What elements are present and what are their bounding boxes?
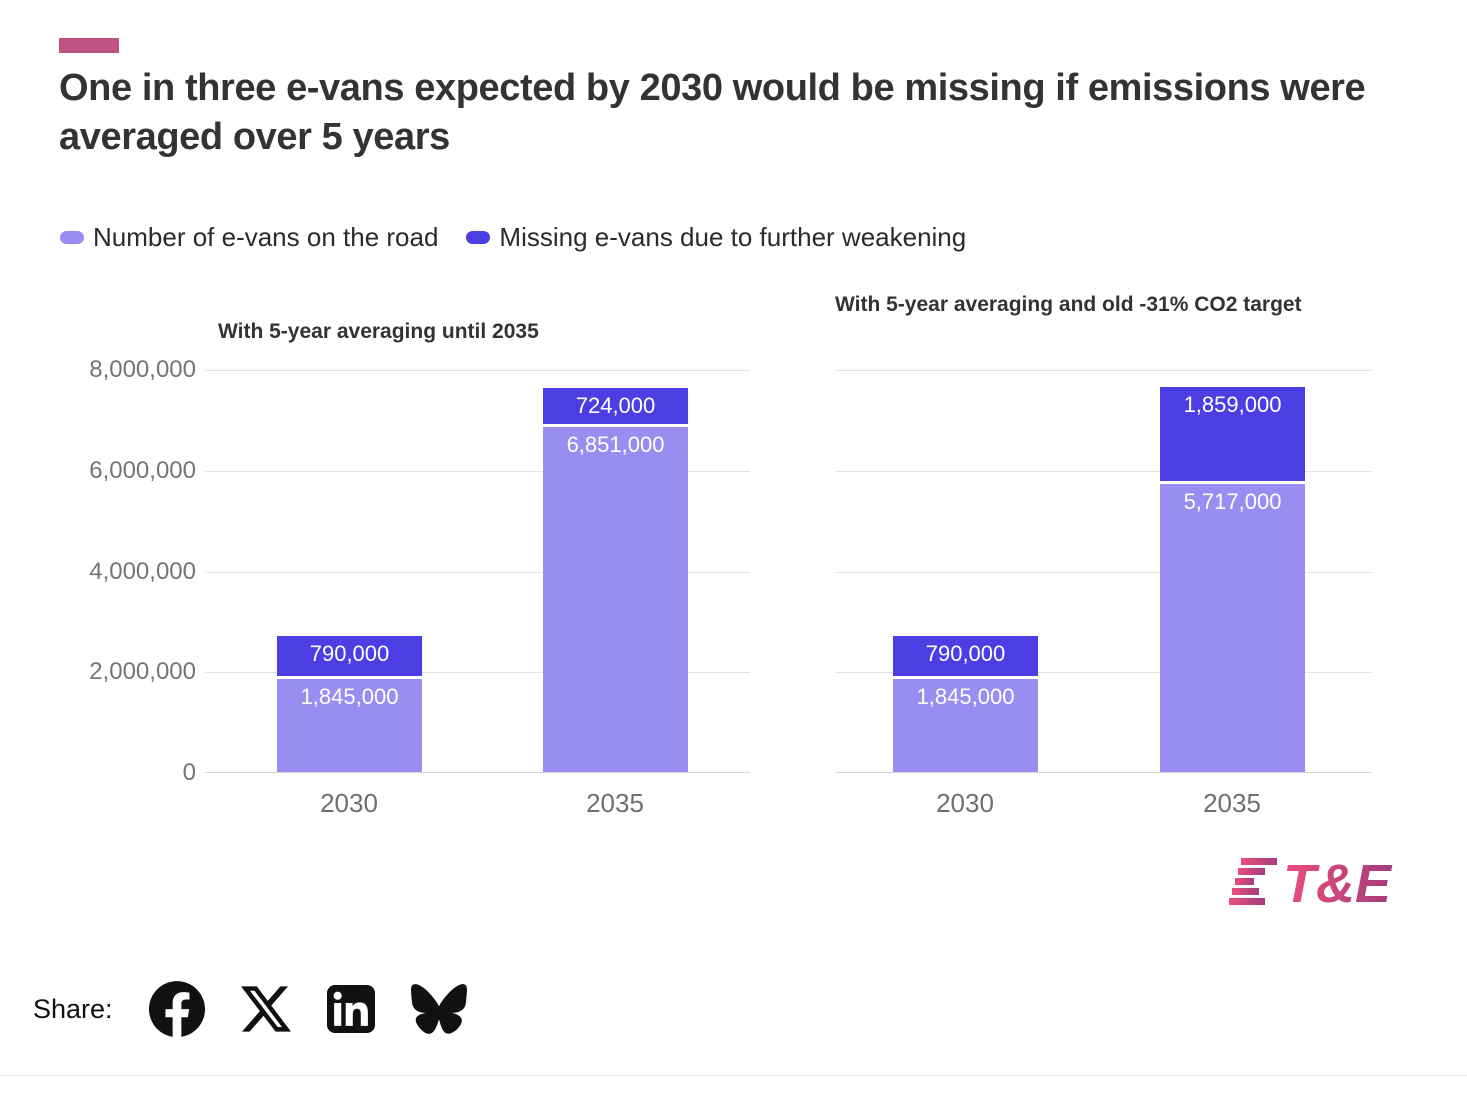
legend: Number of e-vans on the road Missing e-v… [60,222,966,253]
bluesky-icon[interactable] [410,981,467,1037]
bar-segment-evans: 5,717,000 [1160,484,1305,772]
accent-bar [59,38,119,53]
page-title: One in three e-vans expected by 2030 wou… [59,67,1366,159]
baseline [205,772,750,773]
baseline [835,772,1372,773]
gridline [835,672,1372,674]
gridline [835,370,1372,371]
bar-segment-missing: 790,000 [277,636,422,676]
legend-item-evans: Number of e-vans on the road [60,222,438,253]
bar-value-label: 1,845,000 [300,684,399,709]
bar-segment-missing: 1,859,000 [1160,387,1305,481]
bar-right-2035: 1,859,000 5,717,000 [1160,387,1305,772]
facebook-icon[interactable] [148,981,205,1037]
y-tick-8m: 8,000,000 [89,356,196,383]
gridline [835,470,1372,472]
te-logo-graphic: T&E [1229,854,1393,914]
gridline [835,571,1372,573]
x-label-right-2030: 2030 [936,788,994,818]
legend-swatch-missing [466,231,491,244]
y-tick-6m: 6,000,000 [89,456,196,484]
x-label-left-2035: 2035 [586,788,644,818]
bar-value-label: 1,845,000 [916,684,1015,709]
gridline [205,370,750,371]
gridline [205,470,750,472]
bar-value-label: 724,000 [575,393,656,418]
plot-left: 790,000 1,845,000 724,000 6,851,000 [205,370,750,773]
legend-label-missing: Missing e-vans due to further weakening [499,222,967,252]
y-tick-4m: 4,000,000 [89,557,196,585]
panel-title-left: With 5-year averaging until 2035 [218,320,539,343]
share-label: Share: [33,993,113,1024]
legend-label-evans: Number of e-vans on the road [93,222,439,252]
bar-segment-evans: 1,845,000 [277,679,422,772]
bar-right-2030: 790,000 1,845,000 [893,636,1038,772]
bar-value-label: 6,851,000 [566,432,665,457]
bar-left-2035: 724,000 6,851,000 [543,388,688,772]
y-tick-0: 0 [182,759,196,786]
te-logo: T&E [1225,850,1415,917]
bottom-divider [0,1075,1467,1076]
bar-value-label: 790,000 [309,641,390,666]
legend-swatch-evans [60,231,84,244]
gridline [205,672,750,674]
bar-segment-missing: 724,000 [543,388,688,424]
x-label-left-2030: 2030 [320,788,378,818]
te-logo-text: T&E [1283,854,1393,912]
te-logo-stripes-icon [1229,858,1277,905]
plot-right: 790,000 1,845,000 1,859,000 5,717,000 [835,370,1372,773]
bar-segment-evans: 6,851,000 [543,427,688,772]
bar-segment-missing: 790,000 [893,636,1038,676]
x-label-right-2035: 2035 [1203,788,1261,818]
legend-item-missing: Missing e-vans due to further weakening [466,222,966,253]
linkedin-icon[interactable] [326,985,375,1033]
bar-value-label: 1,859,000 [1183,392,1282,417]
bar-left-2030: 790,000 1,845,000 [277,636,422,772]
share-row: Share: [33,980,467,1038]
bar-value-label: 5,717,000 [1183,489,1282,514]
bar-value-label: 790,000 [925,641,1006,666]
y-tick-2m: 2,000,000 [89,658,196,686]
bar-segment-evans: 1,845,000 [893,679,1038,772]
x-twitter-icon[interactable] [240,984,291,1034]
panel-title-right: With 5-year averaging and old -31% CO2 t… [835,293,1302,316]
gridline [205,571,750,573]
